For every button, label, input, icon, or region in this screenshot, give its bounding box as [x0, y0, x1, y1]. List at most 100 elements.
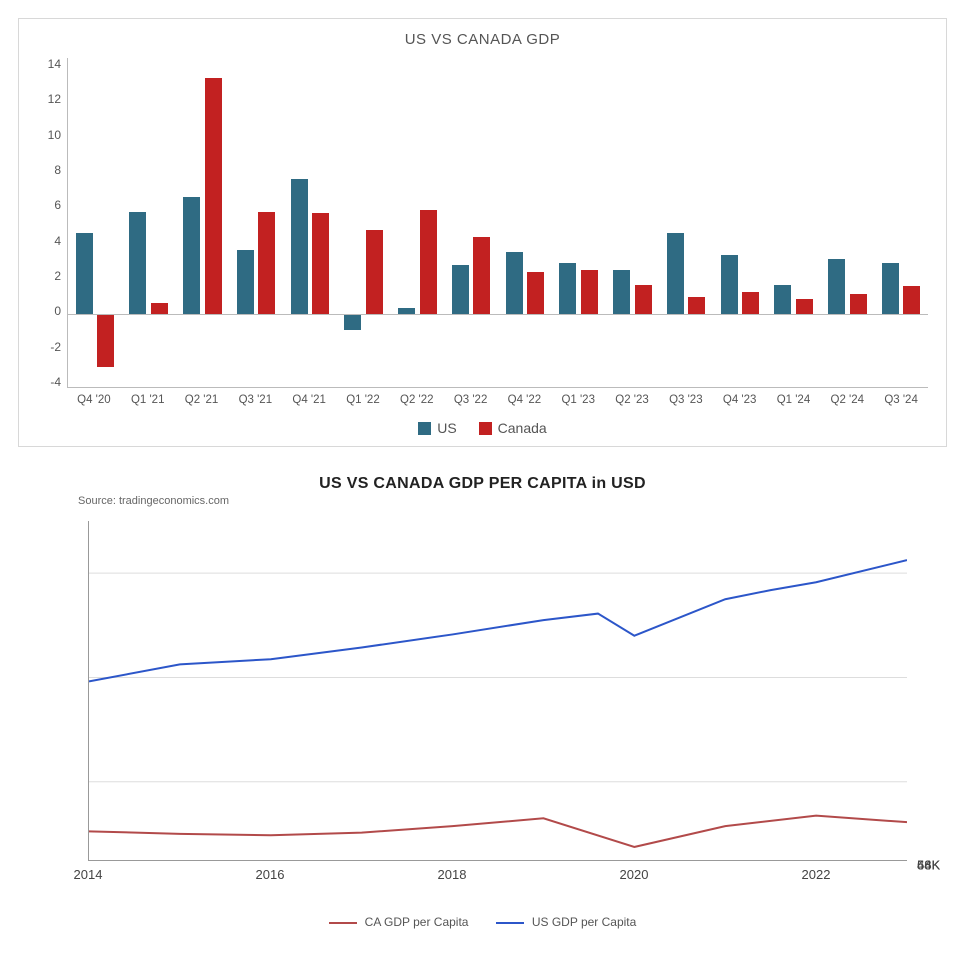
bar-xtick: Q1 '21 [121, 394, 175, 406]
bar-group [659, 58, 713, 387]
legend-swatch-us [418, 422, 431, 435]
bar-group [229, 58, 283, 387]
bar-ytick: 12 [37, 93, 61, 105]
bar-xtick: Q4 '21 [282, 394, 336, 406]
bar-xtick: Q2 '22 [390, 394, 444, 406]
bar-canada [635, 285, 652, 314]
bar-group [767, 58, 821, 387]
bar-y-axis: 14 12 10 8 6 4 2 0 -2 -4 [37, 58, 67, 388]
bar-canada [312, 213, 329, 314]
bar-us [506, 252, 523, 314]
bar-canada [366, 230, 383, 314]
legend-line-ca [329, 922, 357, 925]
bar-us [882, 263, 899, 314]
bar-us [774, 285, 791, 314]
bar-us [291, 179, 308, 314]
line-chart-source: Source: tradingeconomics.com [78, 495, 947, 507]
bar-us [828, 259, 845, 314]
bar-canada [903, 286, 920, 313]
bar-chart-body: 14 12 10 8 6 4 2 0 -2 -4 [37, 58, 928, 388]
bar-group [821, 58, 875, 387]
bar-group [552, 58, 606, 387]
line-xtick: 2022 [802, 867, 831, 882]
line-xtick: 2020 [620, 867, 649, 882]
bar-canada [258, 212, 275, 314]
bar-us [237, 250, 254, 314]
bar-groups [68, 58, 928, 387]
legend-label-us-gdp: US GDP per Capita [532, 915, 637, 929]
line-xtick: 2018 [438, 867, 467, 882]
bar-group [176, 58, 230, 387]
bar-xtick: Q1 '22 [336, 394, 390, 406]
bar-us [76, 233, 93, 313]
bar-group [68, 58, 122, 387]
line-series [89, 816, 907, 847]
bar-us [344, 314, 361, 330]
bar-canada [796, 299, 813, 314]
bar-ytick: 6 [37, 199, 61, 211]
bar-xtick: Q4 '22 [498, 394, 552, 406]
bar-us [452, 265, 469, 314]
bar-group [874, 58, 928, 387]
bar-canada [850, 294, 867, 314]
bar-group [122, 58, 176, 387]
bar-ytick: 2 [37, 270, 61, 282]
bar-ytick: 14 [37, 58, 61, 70]
bar-us [129, 212, 146, 314]
line-x-axis: 20142016201820202022 [88, 867, 907, 885]
line-legend: CA GDP per Capita US GDP per Capita [18, 915, 947, 929]
bar-canada [205, 78, 222, 314]
bar-us [559, 263, 576, 314]
bar-group [606, 58, 660, 387]
bar-xtick: Q1 '24 [767, 394, 821, 406]
bar-legend: US Canada [37, 420, 928, 436]
legend-line-us [496, 922, 524, 925]
bar-us [667, 233, 684, 313]
line-series [89, 560, 907, 681]
line-svg [89, 521, 907, 860]
bar-us [721, 255, 738, 313]
bar-xtick: Q1 '23 [551, 394, 605, 406]
bar-xtick: Q4 '20 [67, 394, 121, 406]
legend-label-canada: Canada [498, 420, 547, 436]
bar-group [498, 58, 552, 387]
legend-swatch-canada [479, 422, 492, 435]
bar-ytick: 10 [37, 129, 61, 141]
bar-canada [742, 292, 759, 314]
bar-canada [688, 297, 705, 313]
bar-xtick: Q4 '23 [713, 394, 767, 406]
bar-group [713, 58, 767, 387]
bar-group [283, 58, 337, 387]
bar-xtick: Q2 '23 [605, 394, 659, 406]
bar-xtick: Q3 '23 [659, 394, 713, 406]
legend-label-ca-gdp: CA GDP per Capita [365, 915, 469, 929]
bar-group [444, 58, 498, 387]
bar-plot-area [67, 58, 928, 388]
bar-ytick: 4 [37, 235, 61, 247]
bar-canada [97, 314, 114, 367]
bar-ytick: 0 [37, 305, 61, 317]
bar-xtick: Q3 '22 [444, 394, 498, 406]
bar-x-axis: Q4 '20Q1 '21Q2 '21Q3 '21Q4 '21Q1 '22Q2 '… [67, 394, 928, 406]
bar-group [391, 58, 445, 387]
line-chart-container: 48K56K64K [88, 521, 907, 861]
line-xtick: 2016 [256, 867, 285, 882]
bar-canada [473, 237, 490, 314]
bar-canada [581, 270, 598, 314]
bar-xtick: Q2 '21 [175, 394, 229, 406]
bar-us [183, 197, 200, 314]
bar-group [337, 58, 391, 387]
line-xtick: 2014 [74, 867, 103, 882]
bar-ytick: -4 [37, 376, 61, 388]
line-chart-title: US VS CANADA GDP PER CAPITA in USD [18, 475, 947, 493]
bar-chart-container: US VS CANADA GDP 14121086420-2-4 Q4 '20Q… [18, 18, 947, 447]
line-plot-area: 48K56K64K [88, 521, 907, 861]
legend-label-us: US [437, 420, 456, 436]
bar-ytick: -2 [37, 341, 61, 353]
bar-canada [151, 303, 168, 314]
bar-canada [420, 210, 437, 314]
bar-xtick: Q2 '24 [820, 394, 874, 406]
bar-xtick: Q3 '24 [874, 394, 928, 406]
bar-ytick: 8 [37, 164, 61, 176]
bar-chart-title: US VS CANADA GDP [37, 31, 928, 48]
